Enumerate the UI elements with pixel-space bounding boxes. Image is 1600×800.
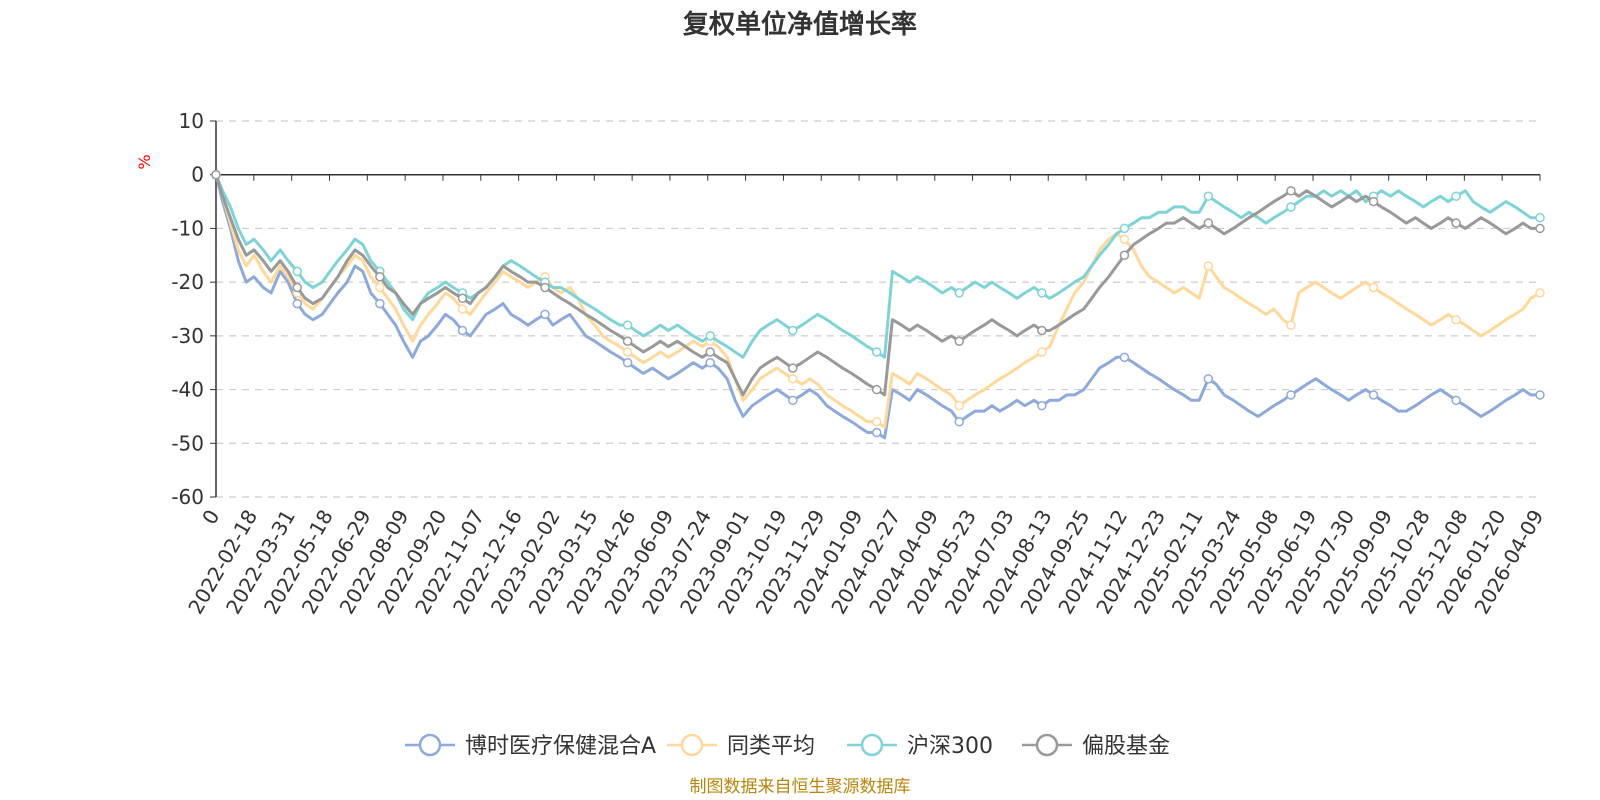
series-marker xyxy=(788,374,798,384)
source-note: 制图数据来自恒生聚源数据库 xyxy=(690,777,911,797)
y-tick-label: -10 xyxy=(171,216,204,240)
series-marker xyxy=(622,336,633,346)
series-marker xyxy=(954,417,965,427)
series-marker xyxy=(457,304,468,314)
series-line xyxy=(214,174,1540,440)
series-marker xyxy=(1203,218,1214,228)
series-marker xyxy=(1203,191,1214,201)
axes xyxy=(215,121,1540,497)
legend-marker xyxy=(418,733,442,757)
series-marker xyxy=(1368,282,1379,293)
series-marker xyxy=(375,298,385,309)
series-marker xyxy=(1451,191,1461,201)
x-tick-label: 0 xyxy=(197,506,224,529)
series-marker xyxy=(1203,374,1214,384)
series-marker xyxy=(1119,352,1130,363)
series-marker xyxy=(1037,347,1047,357)
series-line xyxy=(214,174,1540,397)
series-marker xyxy=(1535,288,1545,298)
series-marker xyxy=(954,336,965,346)
series-marker xyxy=(1535,390,1545,400)
series-marker xyxy=(622,357,633,368)
legend-item[interactable]: 博时医疗保健混合A xyxy=(405,733,656,759)
series-marker xyxy=(871,384,882,395)
series-marker xyxy=(1286,202,1296,212)
chart-title: 复权单位净值增长率 xyxy=(683,9,917,40)
series-marker xyxy=(954,288,965,298)
series-marker xyxy=(788,395,798,406)
series-marker xyxy=(871,417,882,427)
series-marker xyxy=(211,169,221,180)
series-marker xyxy=(292,282,303,293)
series-marker xyxy=(871,427,882,438)
series-marker xyxy=(1286,186,1296,196)
series-marker xyxy=(375,282,385,293)
series-group xyxy=(211,169,1545,440)
y-tick-label: -20 xyxy=(171,270,204,294)
legend-label: 偏股基金 xyxy=(1082,734,1170,759)
legend[interactable]: 博时医疗保健混合A 同类平均 沪深300 偏股基金 xyxy=(405,733,1170,759)
series-1 xyxy=(211,169,1545,429)
series-marker xyxy=(1119,250,1130,261)
grid-lines xyxy=(216,120,1540,498)
y-axis-ticks: 10 0 -10 -20 -30 -40 -50 -60 xyxy=(171,109,216,509)
legend-item[interactable]: 沪深300 xyxy=(847,733,993,759)
series-marker xyxy=(457,325,468,336)
legend-marker xyxy=(860,733,884,757)
series-marker xyxy=(954,400,965,411)
series-marker xyxy=(1451,314,1461,325)
series-marker xyxy=(540,282,550,293)
series-marker xyxy=(705,357,715,368)
legend-item[interactable]: 同类平均 xyxy=(667,733,815,759)
series-marker xyxy=(1286,320,1296,330)
y-tick-label: -40 xyxy=(171,378,204,402)
series-3 xyxy=(211,169,1545,397)
series-marker xyxy=(788,363,798,373)
series-marker xyxy=(1451,218,1461,228)
series-marker xyxy=(1368,196,1379,207)
series-0 xyxy=(211,169,1545,440)
legend-marker xyxy=(1035,733,1059,757)
series-marker xyxy=(1119,223,1130,234)
series-marker xyxy=(1037,288,1047,298)
series-marker xyxy=(1203,261,1214,271)
legend-item[interactable]: 偏股基金 xyxy=(1022,733,1170,759)
series-marker xyxy=(788,325,798,336)
y-tick-label: -30 xyxy=(171,324,204,348)
series-marker xyxy=(1037,400,1047,411)
series-marker xyxy=(622,347,633,357)
series-marker xyxy=(871,347,882,357)
legend-label: 博时医疗保健混合A xyxy=(465,734,656,759)
y-tick-label: -50 xyxy=(171,431,204,455)
series-marker xyxy=(705,331,715,341)
series-marker xyxy=(1368,390,1379,400)
series-marker xyxy=(1037,325,1047,336)
y-tick-label: -60 xyxy=(171,485,204,509)
y-tick-label: 10 xyxy=(179,109,204,133)
legend-marker xyxy=(680,733,704,757)
series-marker xyxy=(540,309,550,320)
series-marker xyxy=(1286,390,1296,400)
series-marker xyxy=(705,347,715,357)
legend-label: 沪深300 xyxy=(907,734,993,759)
series-marker xyxy=(1535,223,1545,234)
series-marker xyxy=(622,320,633,330)
series-marker xyxy=(1119,234,1130,244)
series-marker xyxy=(292,298,303,309)
series-marker xyxy=(292,266,303,277)
y-axis-unit: % xyxy=(135,154,154,169)
series-marker xyxy=(457,293,468,304)
legend-label: 同类平均 xyxy=(727,734,815,759)
y-tick-label: 0 xyxy=(191,163,204,187)
series-marker xyxy=(375,272,385,282)
series-marker xyxy=(1535,212,1545,223)
series-marker xyxy=(1451,395,1461,406)
